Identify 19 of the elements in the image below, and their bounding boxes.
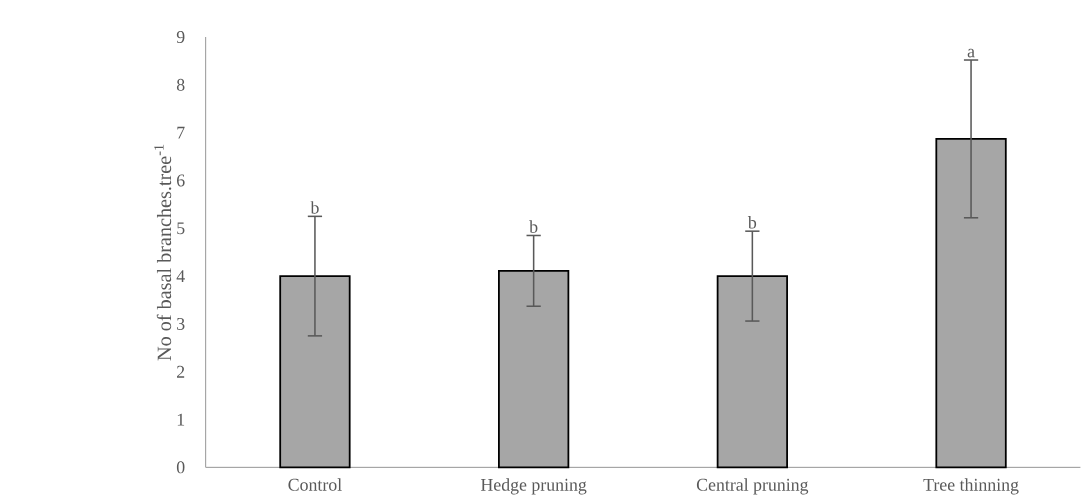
- x-tick-label: Hedge pruning: [480, 478, 587, 495]
- y-tick-label: 7: [177, 126, 185, 139]
- x-tick-label: Tree thinning: [923, 478, 1019, 495]
- y-tick-label: 9: [176, 30, 185, 43]
- annotation: a: [967, 48, 975, 58]
- annotation: b: [310, 201, 319, 214]
- annotation: b: [529, 220, 538, 233]
- x-tick-label: Control: [288, 478, 342, 491]
- y-tick-label: 4: [176, 270, 185, 282]
- annotation: b: [747, 215, 757, 229]
- y-tick-label: 6: [177, 174, 185, 187]
- y-tick-label: 0: [176, 461, 185, 474]
- y-tick-label: 5: [177, 222, 185, 235]
- y-tick-label: 3: [177, 317, 185, 330]
- x-tick-label: Central pruning: [696, 478, 809, 495]
- y-tick-label: 2: [177, 365, 185, 378]
- y-tick-label: 8: [176, 78, 185, 91]
- y-tick-label: 1: [177, 413, 185, 426]
- y-axis-title: No of basal branches.tree$^{-1}$: [154, 144, 172, 361]
